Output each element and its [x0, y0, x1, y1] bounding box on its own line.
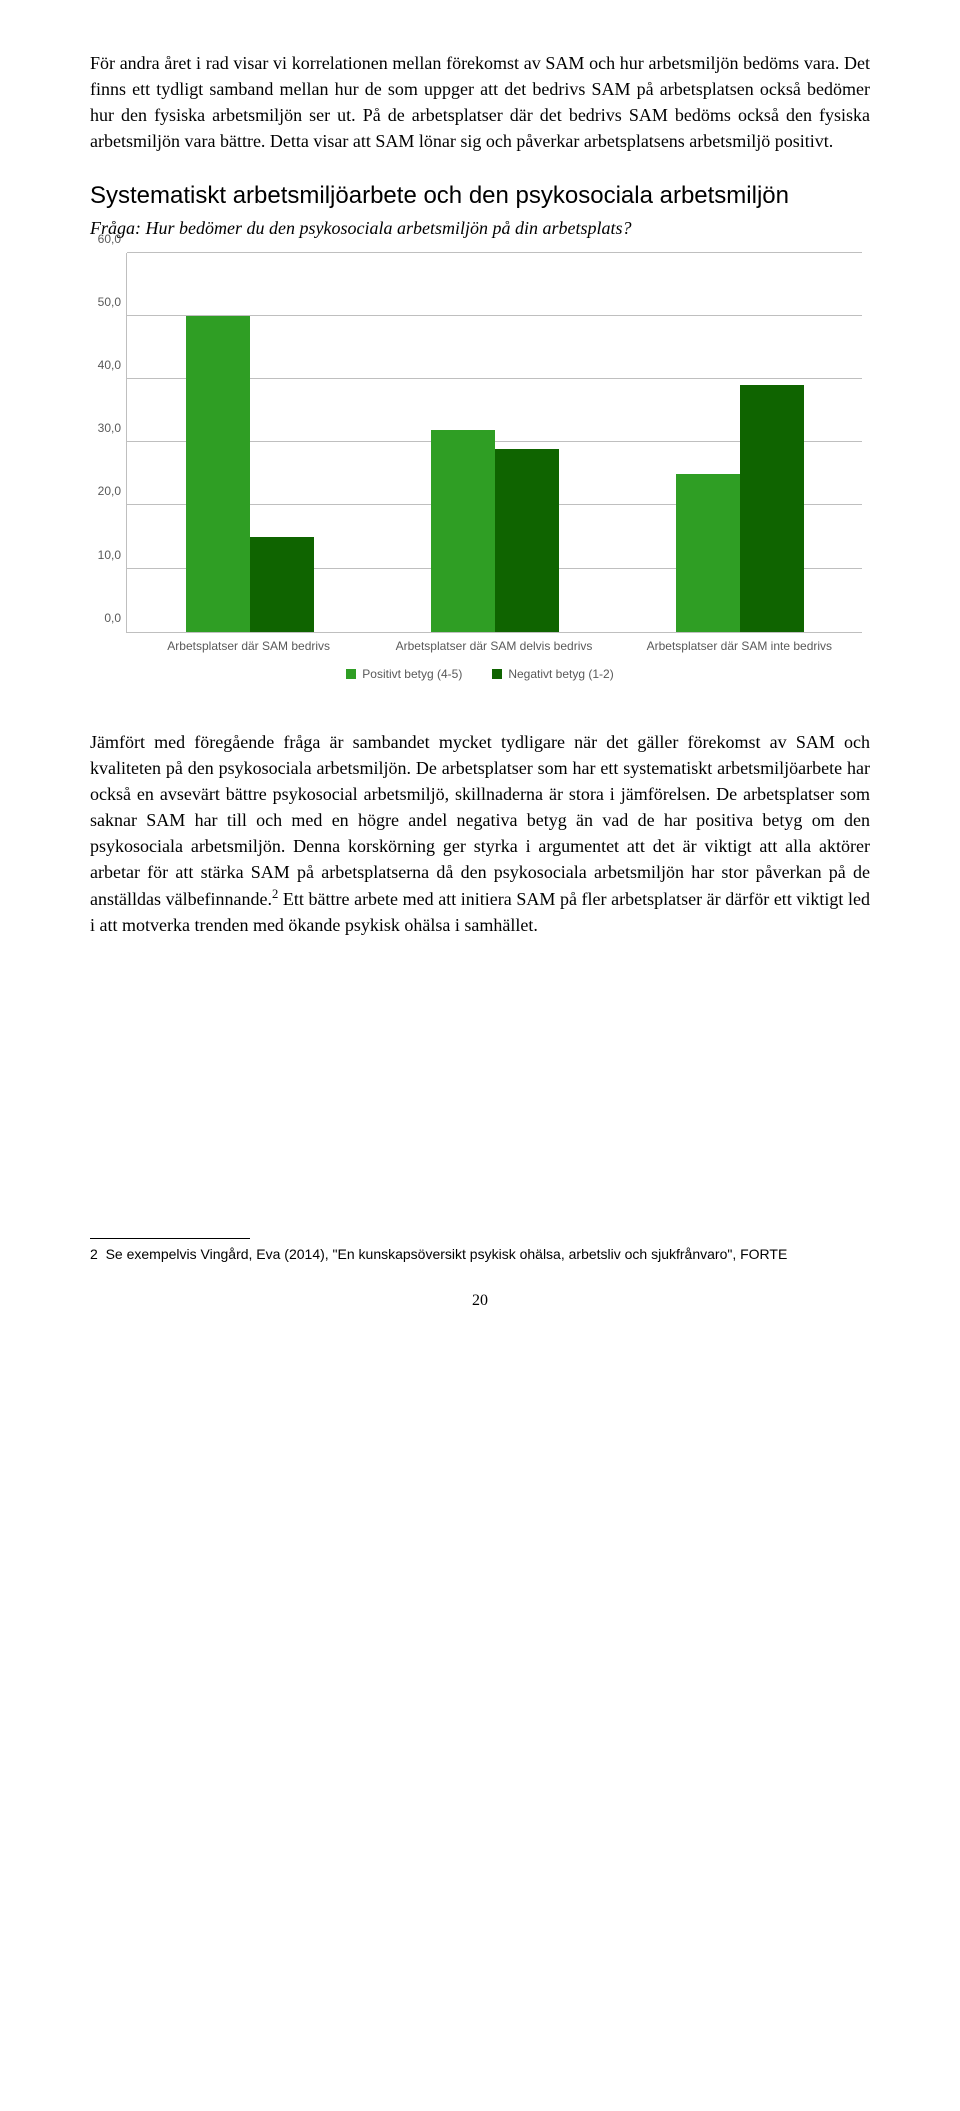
bar	[676, 474, 740, 632]
y-axis-label: 40,0	[91, 358, 121, 372]
footnote: 2 Se exempelvis Vingård, Eva (2014), "En…	[90, 1245, 870, 1264]
footnote-area: 2 Se exempelvis Vingård, Eva (2014), "En…	[90, 1238, 870, 1264]
footnote-number: 2	[90, 1246, 98, 1262]
legend-label: Negativt betyg (1-2)	[508, 667, 613, 681]
bar-group	[617, 253, 862, 632]
legend-item: Negativt betyg (1-2)	[492, 667, 613, 681]
legend-swatch	[346, 669, 356, 679]
y-axis-label: 30,0	[91, 421, 121, 435]
y-axis-label: 0,0	[91, 611, 121, 625]
page-number: 20	[90, 1292, 870, 1310]
chart-subtitle: Fråga: Hur bedömer du den psykosociala a…	[90, 216, 870, 240]
footnote-text: Se exempelvis Vingård, Eva (2014), "En k…	[106, 1246, 788, 1262]
bar	[250, 537, 314, 632]
y-axis-label: 50,0	[91, 295, 121, 309]
legend-label: Positivt betyg (4-5)	[362, 667, 462, 681]
paragraph-intro: För andra året i rad visar vi korrelatio…	[90, 50, 870, 154]
x-axis-label: Arbetsplatser där SAM inte bedrivs	[617, 639, 862, 653]
paragraph-analysis: Jämfört med föregående fråga är sambande…	[90, 729, 870, 939]
legend-item: Positivt betyg (4-5)	[346, 667, 462, 681]
bar	[495, 449, 559, 632]
legend-swatch	[492, 669, 502, 679]
paragraph-analysis-a: Jämfört med föregående fråga är sambande…	[90, 732, 870, 910]
bar-chart: 0,010,020,030,040,050,060,0 Arbetsplatse…	[90, 253, 870, 681]
y-axis-label: 60,0	[91, 232, 121, 246]
bar-group	[127, 253, 372, 632]
y-axis-label: 20,0	[91, 484, 121, 498]
bar	[186, 316, 250, 632]
bar-group	[372, 253, 617, 632]
x-axis-label: Arbetsplatser där SAM bedrivs	[126, 639, 371, 653]
bar	[740, 385, 804, 631]
bar	[431, 430, 495, 632]
footnote-rule	[90, 1238, 250, 1239]
chart-title: Systematiskt arbetsmiljöarbete och den p…	[90, 182, 870, 210]
x-axis-label: Arbetsplatser där SAM delvis bedrivs	[371, 639, 616, 653]
y-axis-label: 10,0	[91, 548, 121, 562]
